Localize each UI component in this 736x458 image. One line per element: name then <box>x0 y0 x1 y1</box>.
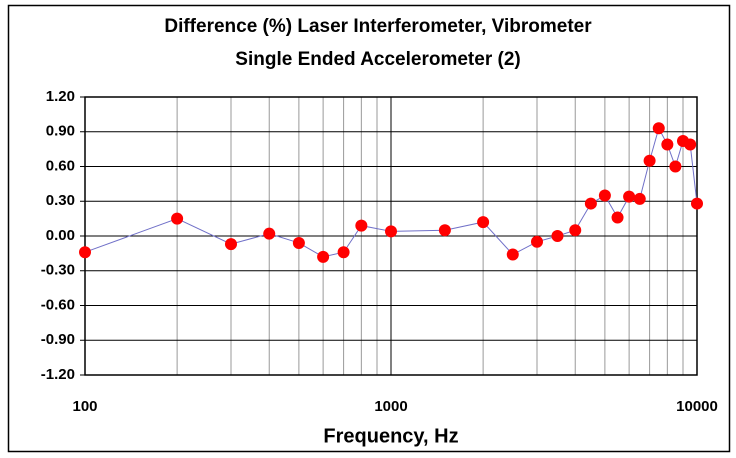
y-tick-label: -0.60 <box>41 296 75 313</box>
plot-border <box>84 96 698 376</box>
data-point <box>263 227 276 240</box>
data-point <box>623 190 636 203</box>
data-point <box>652 122 665 135</box>
chart-subtitle: Single Ended Accelerometer (2) <box>235 49 520 70</box>
data-point <box>551 230 564 242</box>
y-tick-label: 1.20 <box>46 88 75 105</box>
data-point <box>530 235 543 248</box>
data-point <box>691 197 703 210</box>
data-point <box>385 225 397 238</box>
data-point <box>584 197 597 210</box>
data-point <box>79 246 91 259</box>
data-point <box>669 160 682 173</box>
y-tick-label: -0.30 <box>41 262 75 279</box>
data-point <box>224 238 237 251</box>
data-point <box>611 211 624 224</box>
y-tick-label: 0.60 <box>46 157 75 174</box>
y-tick-label: 0.90 <box>46 123 75 140</box>
data-point <box>569 224 582 237</box>
data-point <box>633 192 646 205</box>
data-point <box>598 189 611 202</box>
data-point <box>337 246 350 259</box>
y-tick-label: -1.20 <box>41 366 75 383</box>
x-axis-title: Frequency, Hz <box>323 425 458 447</box>
data-point <box>171 212 184 225</box>
x-tick-label: 10000 <box>676 398 718 415</box>
y-tick-label: 0.30 <box>46 192 75 209</box>
data-point <box>643 154 656 167</box>
data-point <box>477 216 490 229</box>
x-tick-label: 1000 <box>374 398 407 415</box>
data-point <box>292 236 305 249</box>
y-tick-label: -0.90 <box>41 331 75 348</box>
data-point <box>506 248 519 261</box>
y-tick-label: 0.00 <box>46 227 75 244</box>
x-tick-label: 100 <box>72 398 97 415</box>
data-point <box>661 138 674 151</box>
chart-title: Difference (%) Laser Interferometer, Vib… <box>164 16 592 37</box>
data-point <box>438 224 451 237</box>
data-point <box>317 250 330 263</box>
data-point <box>355 219 368 232</box>
data-point <box>684 138 697 151</box>
